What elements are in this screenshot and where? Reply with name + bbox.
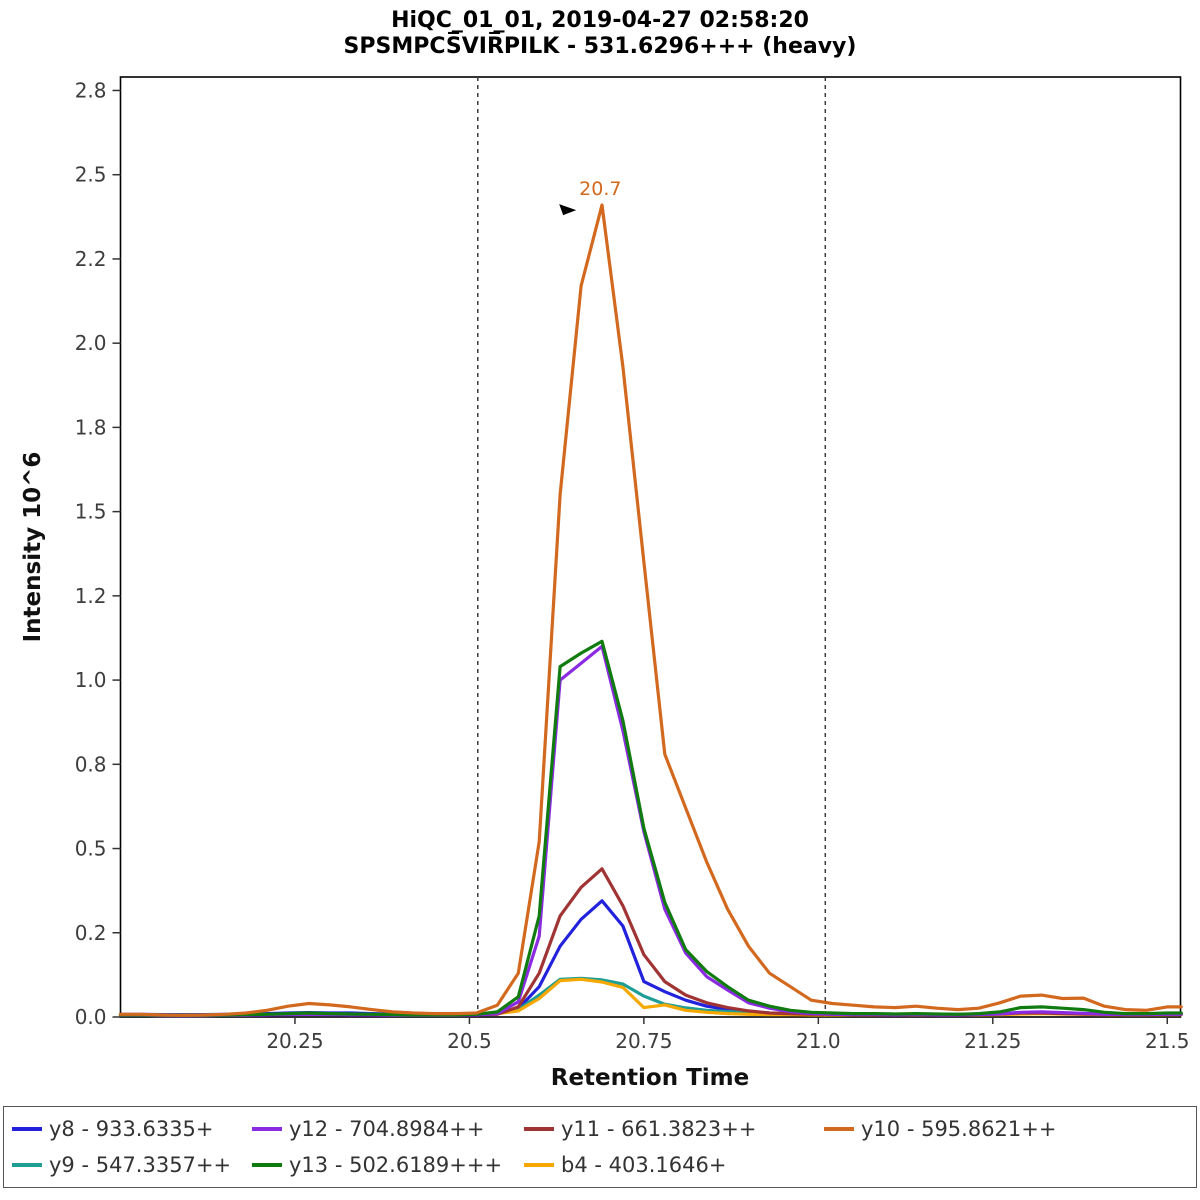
y-tick-label: 2.5: [75, 163, 107, 187]
y-tick-label: 0.8: [75, 752, 107, 776]
legend-label-y8: y8 - 933.6335+: [49, 1117, 214, 1141]
legend-item-y9: y9 - 547.3357++: [12, 1153, 252, 1177]
legend-swatch-y8: [12, 1127, 42, 1131]
legend-swatch-b4: [524, 1163, 554, 1167]
x-tick-label: 21.25: [964, 1029, 1021, 1053]
y-tick-label: 1.5: [75, 500, 107, 524]
x-tick-label: 20.75: [615, 1029, 672, 1053]
series-line-y13: [118, 639, 1183, 1017]
legend-label-y10: y10 - 595.8621++: [861, 1117, 1057, 1141]
legend-swatch-y9: [12, 1163, 42, 1167]
peak-rt-annotation: 20.7: [579, 178, 621, 200]
legend-swatch-y11: [524, 1127, 554, 1131]
legend-item-b4: b4 - 403.1646+: [524, 1153, 824, 1177]
y-tick-label: 1.0: [75, 668, 107, 692]
x-tick-label: 21.0: [796, 1029, 841, 1053]
y-tick-label: 0.0: [75, 1005, 107, 1029]
y-tick-label: 0.5: [75, 837, 107, 861]
y-tick-label: 2.2: [75, 247, 107, 271]
legend-item-y13: y13 - 502.6189+++: [252, 1153, 524, 1177]
legend-item-y11: y11 - 661.3823++: [524, 1117, 824, 1141]
legend-swatch-y13: [252, 1163, 282, 1167]
legend-label-y11: y11 - 661.3823++: [561, 1117, 757, 1141]
chart-header: HiQC_01_01, 2019-04-27 02:58:20 SPSMPCS̅…: [0, 0, 1200, 60]
legend-item-y12: y12 - 704.8984++: [252, 1117, 524, 1141]
legend-item-y10: y10 - 595.8621++: [824, 1117, 1188, 1141]
y-tick-label: 1.2: [75, 584, 107, 608]
peak-arrow-icon: [559, 204, 577, 216]
plot-area[interactable]: [119, 76, 1182, 1018]
x-tick-label: 20.5: [447, 1029, 492, 1053]
legend: y8 - 933.6335+ y12 - 704.8984++ y11 - 661.…: [3, 1106, 1197, 1188]
y-tick-label: 2.8: [75, 78, 107, 102]
y-tick-label: 2.0: [75, 331, 107, 355]
x-tick-label: 21.5: [1145, 1029, 1190, 1053]
x-axis-label: Retention Time: [551, 1065, 749, 1091]
chromatogram-plot[interactable]: 20.25 20.5 20.75 21.0 21.25 21.5 0.0 0.2 0.5 0.8 1…: [0, 60, 1200, 1100]
x-tick-label: 20.25: [266, 1029, 323, 1053]
legend-swatch-y12: [252, 1127, 282, 1131]
legend-item-y8: y8 - 933.6335+: [12, 1117, 252, 1141]
y-tick-label: 0.2: [75, 921, 107, 945]
chart-subtitle: SPSMPCS̅VIR̅PILK - 531.6296+++ (heavy): [343, 34, 857, 59]
legend-label-y12: y12 - 704.8984++: [289, 1117, 485, 1141]
legend-swatch-y10: [824, 1127, 854, 1131]
legend-label-y9: y9 - 547.3357++: [49, 1153, 232, 1177]
legend-label-b4: b4 - 403.1646+: [561, 1153, 727, 1177]
y-axis-label: Intensity 10^6: [20, 452, 46, 643]
y-tick-label: 1.8: [75, 415, 107, 439]
legend-label-y13: y13 - 502.6189+++: [289, 1153, 503, 1177]
series-line-y10: [118, 203, 1183, 1017]
chart-title: HiQC_01_01, 2019-04-27 02:58:20: [391, 8, 809, 33]
